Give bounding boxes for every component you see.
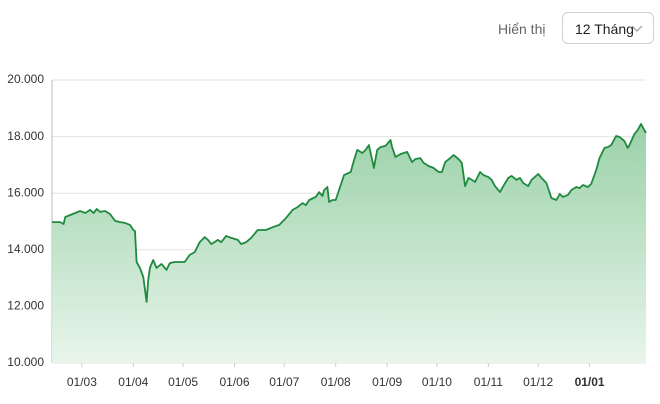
area <box>52 123 646 364</box>
x-tick-label: 01/04 <box>118 375 148 389</box>
price-line <box>52 123 647 303</box>
y-tick-label: 16.000 <box>7 185 44 199</box>
y-tick-label: 14.000 <box>7 242 44 256</box>
x-tick-label: 01/09 <box>372 375 402 389</box>
x-tick-label: 01/08 <box>321 375 351 389</box>
x-tick-label: 01/12 <box>523 375 553 389</box>
x-tick-label: 01/11 <box>474 375 503 389</box>
control-label: Hiển thị <box>498 21 546 37</box>
y-tick-label: 10.000 <box>7 355 44 369</box>
y-tick-label: 20.000 <box>7 72 44 86</box>
y-tick-label: 12.000 <box>7 299 44 313</box>
x-tick-label: 01/05 <box>168 375 198 389</box>
x-tick-label: 01/03 <box>67 375 97 389</box>
period-select[interactable]: 12 Tháng <box>562 12 654 44</box>
select-value[interactable]: 12 Tháng <box>575 21 634 37</box>
chevron[interactable] <box>631 25 643 33</box>
x-tick-label: 01/01 <box>575 375 605 389</box>
x-tick-label: 01/07 <box>269 375 299 389</box>
x-tick-label: 01/10 <box>422 375 452 389</box>
y-tick-label: 18.000 <box>7 129 44 143</box>
x-tick-label: 01/06 <box>219 375 249 389</box>
